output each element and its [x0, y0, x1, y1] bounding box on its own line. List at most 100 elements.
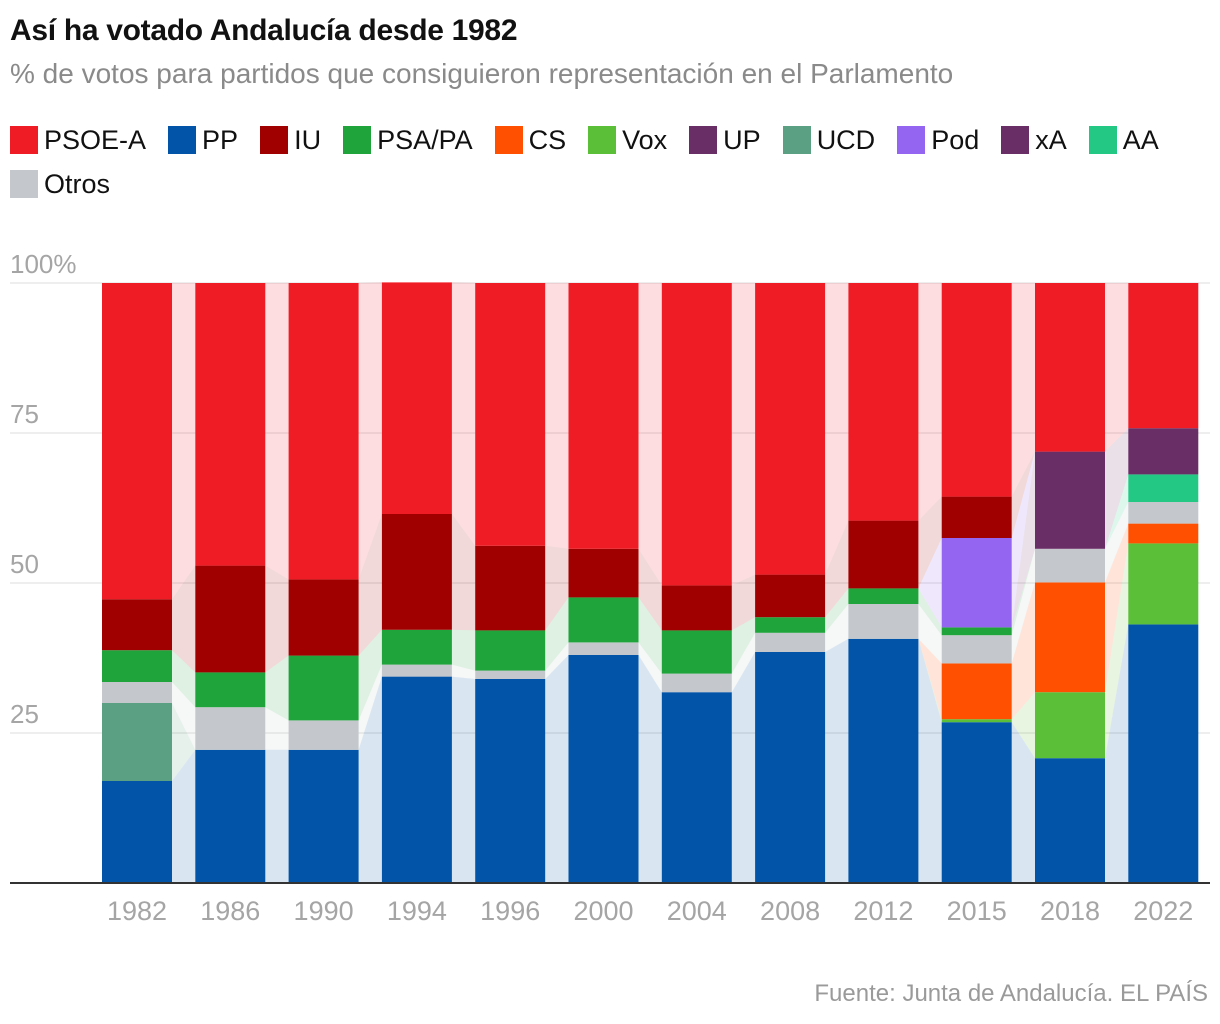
bar-segment-cs-2022 — [1128, 523, 1199, 544]
legend-swatch — [782, 126, 811, 154]
connector-band-xa — [1105, 428, 1129, 549]
bar-segment-up-2018 — [1035, 451, 1105, 549]
connector-band-psoe-a — [545, 283, 569, 549]
connector-band-iu — [451, 514, 476, 631]
legend-swatch — [588, 126, 617, 154]
connector-band-psoe-a — [1105, 283, 1129, 452]
connector-band-iu — [825, 520, 849, 618]
connector-band-pp — [265, 749, 289, 883]
connector-band-iu — [918, 496, 942, 589]
bar-segment-otros-2022 — [1128, 502, 1199, 524]
bar-segment-psoe-a-1982 — [102, 283, 172, 600]
connector-band-psa-pa — [918, 588, 942, 636]
legend-swatch — [343, 126, 372, 154]
connector-band-iu — [638, 548, 662, 631]
legend-swatch — [168, 126, 197, 154]
connector-band-pp — [638, 655, 662, 883]
bar-segment-psa-pa-2004 — [661, 630, 732, 674]
x-tick-label: 1996 — [480, 896, 540, 926]
bar-segment-otros-1996 — [475, 670, 546, 679]
connector-band-psoe-a — [918, 283, 942, 521]
connector-band-psa-pa — [358, 629, 382, 721]
x-tick-label: 2015 — [947, 896, 1007, 926]
legend-label: Pod — [931, 124, 980, 155]
bar-segment-pp-2018 — [1035, 758, 1105, 883]
connector-band-iu — [731, 574, 756, 631]
connector-band-aa — [1105, 474, 1129, 549]
connector-band-pp — [545, 655, 569, 883]
connector-band-otros — [638, 642, 662, 693]
connector-band-pp — [172, 749, 196, 883]
bar-segment-cs-2018 — [1035, 582, 1105, 693]
bar-segment-pp-2008 — [755, 652, 826, 883]
legend: PSOE-A PP IU PSA/PA CS Vox UP UCD Pod xA AA Otros — [10, 124, 1200, 200]
bar-segment-iu-1982 — [102, 599, 172, 651]
bar-segment-psoe-a-2015 — [941, 283, 1012, 497]
bar-segment-psa-pa-1982 — [102, 650, 172, 682]
legend-label: UP — [723, 124, 761, 155]
legend-item: CS — [494, 124, 566, 156]
bar-segment-psa-pa-2000 — [568, 597, 639, 643]
bar-segment-aa-2022 — [1128, 474, 1199, 502]
bar-segment-psa-pa-1994 — [381, 629, 452, 665]
bars — [102, 282, 1199, 883]
connector-band-pp — [358, 676, 382, 883]
connector-band-psa-pa — [825, 588, 849, 633]
connector-band-ucd — [172, 703, 196, 781]
connector-band-vox — [1011, 692, 1035, 759]
connector-band-otros — [918, 604, 942, 664]
bar-segment-iu-2008 — [755, 574, 826, 618]
connector-band-pp — [918, 638, 942, 883]
bar-segment-otros-1986 — [195, 707, 266, 750]
bar-segment-psoe-a-2008 — [755, 283, 826, 575]
x-tick-label: 1986 — [200, 896, 260, 926]
bar-segment-psoe-a-2004 — [661, 283, 732, 586]
connector-band-psa-pa — [1011, 548, 1035, 636]
x-tick-label: 1982 — [107, 896, 167, 926]
bar-segment-pp-1990 — [288, 749, 359, 883]
bar-segment-psoe-a-2018 — [1035, 283, 1105, 452]
legend-item: PP — [168, 124, 238, 156]
bar-segment-otros-2000 — [568, 642, 639, 655]
connector-band-up — [1105, 428, 1129, 549]
legend-swatch — [1001, 126, 1030, 154]
y-tick-label: 100% — [10, 249, 77, 279]
bar-segment-psoe-a-1994 — [381, 282, 452, 514]
bar-segment-otros-2015 — [941, 635, 1012, 664]
y-tick-label: 75 — [10, 399, 39, 429]
bar-segment-vox-2022 — [1128, 543, 1199, 625]
x-tick-label: 2004 — [667, 896, 727, 926]
bar-segment-pp-2015 — [941, 722, 1012, 883]
bar-segment-iu-1990 — [288, 579, 359, 656]
connector-band-otros — [265, 707, 289, 750]
bar-segment-pp-1996 — [475, 679, 546, 883]
legend-swatch — [260, 126, 289, 154]
connector-band-iu — [358, 514, 382, 656]
bar-segment-pp-1994 — [381, 676, 452, 883]
bar-segment-psa-pa-1986 — [195, 672, 266, 708]
connector-band-psa-pa — [451, 629, 476, 671]
bar-segment-pp-2004 — [661, 692, 732, 883]
legend-swatch — [10, 170, 38, 198]
bar-segment-pp-2022 — [1128, 624, 1199, 883]
legend-label: PP — [202, 124, 239, 155]
connector-band-psoe-a — [265, 283, 289, 580]
connector-band-psoe-a — [358, 282, 382, 580]
x-tick-label: 2008 — [760, 896, 820, 926]
bar-segment-psa-pa-2012 — [848, 588, 919, 604]
x-tick-label: 1990 — [294, 896, 354, 926]
bar-segment-iu-1996 — [475, 545, 546, 631]
connector-band-iu — [265, 565, 289, 673]
bar-segment-cs-2015 — [941, 663, 1012, 720]
legend-label: IU — [294, 124, 322, 155]
bar-segment-psa-pa-1996 — [475, 630, 546, 671]
legend-item: IU — [260, 124, 321, 156]
connector-band-otros — [545, 642, 569, 679]
connector-band-up — [1011, 451, 1035, 628]
legend-label: UCD — [816, 124, 876, 155]
connector-band-pp — [451, 676, 476, 883]
x-tick-label: 2012 — [853, 896, 913, 926]
legend-label: Otros — [44, 168, 111, 199]
connector-band-psoe-a — [1011, 283, 1035, 497]
connector-band-pp — [825, 638, 849, 883]
